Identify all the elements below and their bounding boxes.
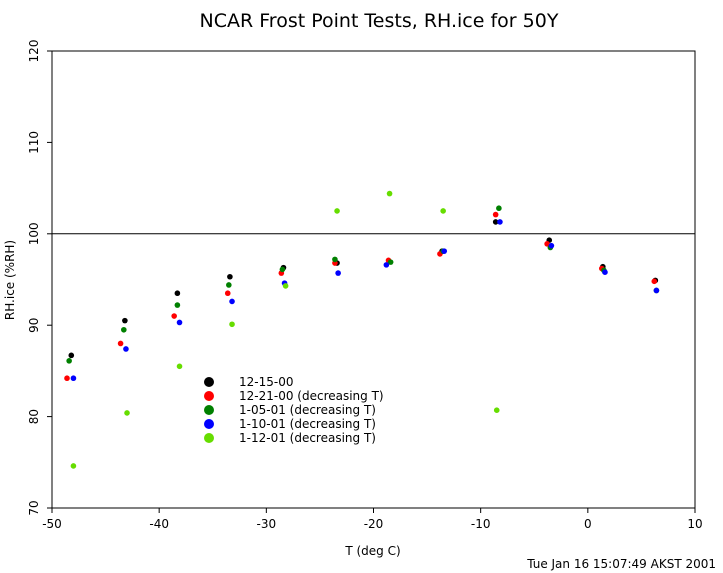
data-point-series-5: [386, 190, 393, 197]
y-tick-label: 100: [27, 222, 41, 245]
data-point-series-4: [548, 242, 555, 249]
chart-title: NCAR Frost Point Tests, RH.ice for 50Y: [200, 10, 559, 32]
data-points: [64, 190, 660, 469]
y-axis: 70 80 90 100 110 120: [27, 40, 52, 516]
y-tick-label: 90: [27, 318, 41, 333]
data-point-series-3: [279, 266, 286, 273]
data-point-series-1: [68, 352, 75, 359]
data-point-series-3: [121, 326, 127, 333]
data-point-series-4: [123, 346, 129, 352]
data-point-series-2: [117, 340, 124, 347]
data-point-series-2: [492, 211, 499, 218]
data-point-series-3: [174, 302, 181, 308]
x-tick-label: -40: [149, 517, 169, 531]
y-tick-label: 110: [27, 131, 41, 154]
x-tick-label: -20: [364, 517, 384, 531]
data-point-series-2: [171, 313, 177, 319]
data-point-series-4: [70, 375, 77, 382]
data-point-series-5: [493, 407, 500, 414]
x-axis-label: T (deg C): [344, 544, 400, 558]
legend-label: 1-12-01 (decreasing T): [239, 431, 376, 445]
legend-marker: [204, 405, 214, 415]
data-point-series-2: [544, 241, 550, 247]
y-tick-label: 70: [27, 500, 41, 515]
legend-marker: [204, 391, 214, 401]
data-point-series-1: [492, 219, 499, 225]
data-point-series-2: [224, 290, 231, 297]
x-tick-label: 10: [687, 517, 702, 531]
legend-marker: [204, 419, 214, 429]
x-tick-label: -10: [471, 517, 491, 531]
data-point-series-5: [70, 463, 77, 469]
data-point-series-4: [441, 248, 448, 254]
legend-label: 12-15-00: [239, 375, 293, 389]
y-axis-label: RH.ice (%RH): [3, 240, 17, 320]
data-point-series-3: [387, 259, 394, 265]
data-point-series-4: [383, 262, 390, 268]
data-point-series-5: [176, 363, 183, 370]
data-point-series-1: [122, 317, 128, 324]
legend-label: 1-10-01 (decreasing T): [239, 417, 376, 431]
x-tick-label: -30: [257, 517, 277, 531]
data-point-series-1: [227, 273, 233, 280]
data-point-series-4: [176, 319, 183, 326]
data-point-series-2: [651, 278, 658, 285]
y-tick-label: 80: [27, 409, 41, 424]
data-point-series-4: [653, 287, 660, 294]
legend-label: 12-21-00 (decreasing T): [239, 389, 384, 403]
data-point-series-2: [64, 375, 70, 382]
data-point-series-5: [334, 208, 340, 214]
y-tick-label: 120: [27, 40, 41, 63]
data-point-series-4: [602, 269, 608, 275]
data-point-series-5: [229, 321, 235, 328]
data-point-series-1: [174, 290, 181, 297]
data-point-series-3: [332, 256, 338, 263]
legend-marker: [204, 377, 214, 387]
x-tick-label: 0: [584, 517, 592, 531]
x-tick-label: -50: [42, 517, 62, 531]
legend-marker: [204, 433, 214, 443]
timestamp: Tue Jan 16 15:07:49 AKST 2001: [526, 557, 716, 571]
data-point-series-4: [497, 219, 503, 225]
data-point-series-4: [229, 298, 235, 305]
data-point-series-5: [124, 410, 130, 416]
legend-label: 1-05-01 (decreasing T): [239, 403, 376, 417]
data-point-series-3: [66, 358, 72, 364]
data-point-series-3: [226, 282, 232, 288]
x-axis: -50 -40 -30 -20 -10 0 10: [42, 508, 703, 531]
data-point-series-5: [440, 208, 446, 214]
data-point-series-4: [335, 270, 341, 276]
data-point-series-3: [496, 205, 502, 212]
data-point-series-5: [282, 283, 289, 289]
